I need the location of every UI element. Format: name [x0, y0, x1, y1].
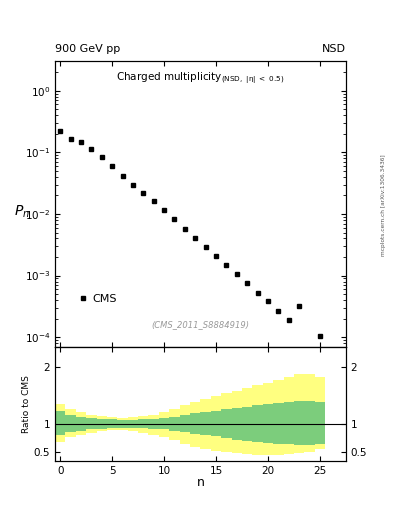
Text: Charged multiplicity$\mathsf{_{(NSD,\ |\eta|\ <\ 0.5)}}$: Charged multiplicity$\mathsf{_{(NSD,\ |\…: [116, 70, 285, 86]
X-axis label: n: n: [196, 476, 204, 488]
Text: 900 GeV pp: 900 GeV pp: [55, 44, 120, 54]
Y-axis label: Ratio to CMS: Ratio to CMS: [22, 375, 31, 433]
Legend: CMS: CMS: [78, 294, 117, 304]
Text: (CMS_2011_S8884919): (CMS_2011_S8884919): [151, 321, 250, 330]
Text: NSD: NSD: [322, 44, 346, 54]
Text: mcplots.cern.ch [arXiv:1306.3436]: mcplots.cern.ch [arXiv:1306.3436]: [381, 154, 386, 255]
Y-axis label: $P_n$: $P_n$: [14, 204, 30, 221]
